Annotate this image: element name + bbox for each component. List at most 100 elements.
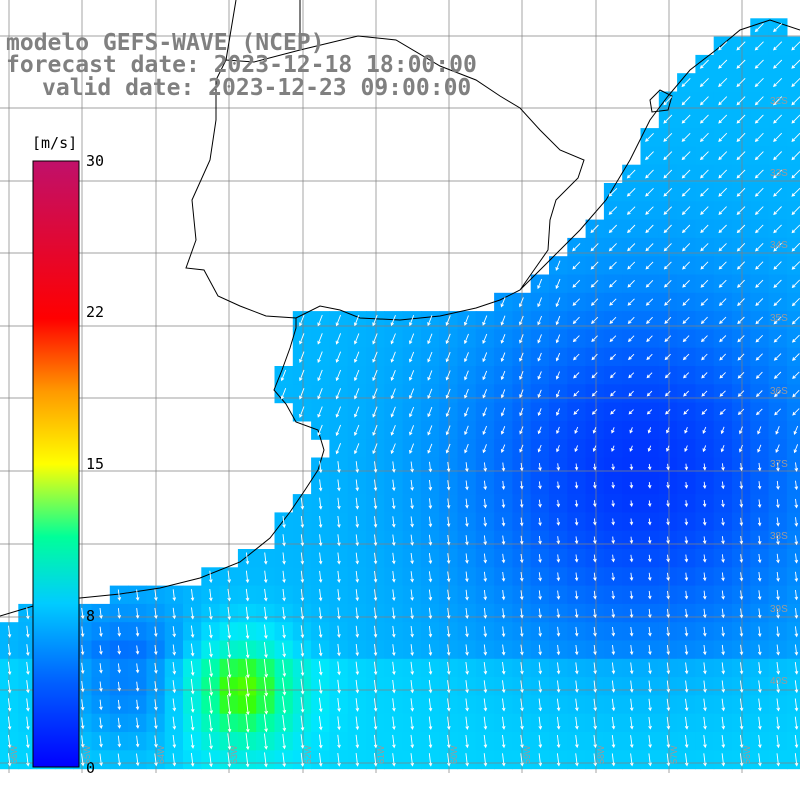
wind-arrow [555,315,561,326]
wind-arrow [701,353,708,361]
wind-arrow [500,407,506,417]
wind-arrow [483,571,488,583]
wind-arrow [410,625,414,638]
wind-arrow [117,663,122,674]
wind-arrow [754,41,764,51]
wind-arrow [355,753,360,767]
wind-cell [786,640,800,660]
wind-arrow [154,699,158,711]
wind-cell [786,420,800,440]
wind-arrow [482,315,488,326]
wind-arrow [627,335,635,343]
wind-arrow [739,644,744,656]
wind-arrow [666,572,670,582]
wind-arrow [409,388,415,400]
wind-arrow [172,716,177,730]
wind-arrow [663,114,673,124]
wind-arrow [626,187,636,197]
wind-arrow [719,390,726,397]
wind-arrow [465,535,469,546]
wind-arrow [501,698,506,712]
wind-arrow [739,499,744,508]
wind-arrow [719,372,726,379]
model-title: modelo GEFS-WAVE (NCEP) [6,30,325,56]
wind-arrow [427,351,433,363]
wind-arrow [337,679,341,694]
wind-arrow [500,389,506,399]
wind-arrow [703,662,707,675]
wind-arrow [629,445,633,452]
wind-cell [786,73,800,93]
wind-arrow [629,626,634,637]
wind-arrow [154,735,158,748]
wind-arrow [556,554,561,563]
wind-arrow [684,427,688,434]
wind-arrow [794,517,799,527]
wind-arrow [117,717,122,729]
wind-arrow [355,589,360,602]
wind-arrow [355,479,360,492]
wind-arrow [172,753,177,767]
wind-arrow [537,334,542,344]
wind-arrow [282,552,286,565]
wind-arrow [755,316,764,325]
wind-arrow [337,716,341,731]
wind-arrow [337,753,341,767]
wind-arrow [465,589,469,601]
wind-arrow [629,572,634,582]
wind-arrow [501,553,506,564]
wind-arrow [776,535,780,546]
wind-arrow [593,572,597,582]
wind-arrow [721,716,726,730]
wind-arrow [117,626,122,637]
wind-arrow [282,696,287,714]
wind-arrow [354,388,360,400]
wind-arrow [392,734,396,749]
wind-arrow [739,481,744,490]
wind-arrow [593,554,597,563]
wind-arrow [682,298,690,306]
wind-arrow [647,536,652,544]
wind-arrow [794,734,799,749]
wind-arrow [317,406,323,418]
wind-cell [786,274,800,294]
wind-arrow [408,370,415,381]
wind-cell [786,658,800,678]
wind-arrow [390,333,396,345]
wind-arrow [390,425,396,436]
wind-arrow [555,297,561,308]
wind-arrow [299,351,305,363]
wind-arrow [754,206,764,215]
wind-arrow [537,389,542,398]
wind-arrow [245,606,250,621]
wind-arrow [773,23,783,33]
wind-arrow [645,132,654,142]
wind-arrow [519,517,524,527]
wind-arrow [518,315,524,326]
wind-arrow [337,661,341,676]
wind-arrow [410,498,414,510]
wind-arrow [556,463,561,471]
wind-arrow [372,443,378,455]
wind-arrow [318,607,323,620]
wind-arrow [538,481,542,490]
wind-arrow [608,261,617,270]
wind-arrow [591,316,599,324]
wind-arrow [776,590,780,601]
wind-arrow [428,571,433,583]
wind-arrow [373,570,378,583]
wind-arrow [626,206,636,215]
wind-arrow [684,698,689,712]
wind-arrow [645,151,654,161]
wind-arrow [775,444,780,453]
wind-arrow [758,716,762,730]
wind-arrow [648,698,652,712]
wind-arrow [99,717,103,730]
wind-arrow [282,588,286,602]
wind-arrow [190,643,195,657]
wind-arrow [609,279,617,288]
wind-arrow [700,298,709,306]
wind-arrow [794,480,799,491]
wind-arrow [574,518,579,526]
wind-arrow [682,279,690,288]
